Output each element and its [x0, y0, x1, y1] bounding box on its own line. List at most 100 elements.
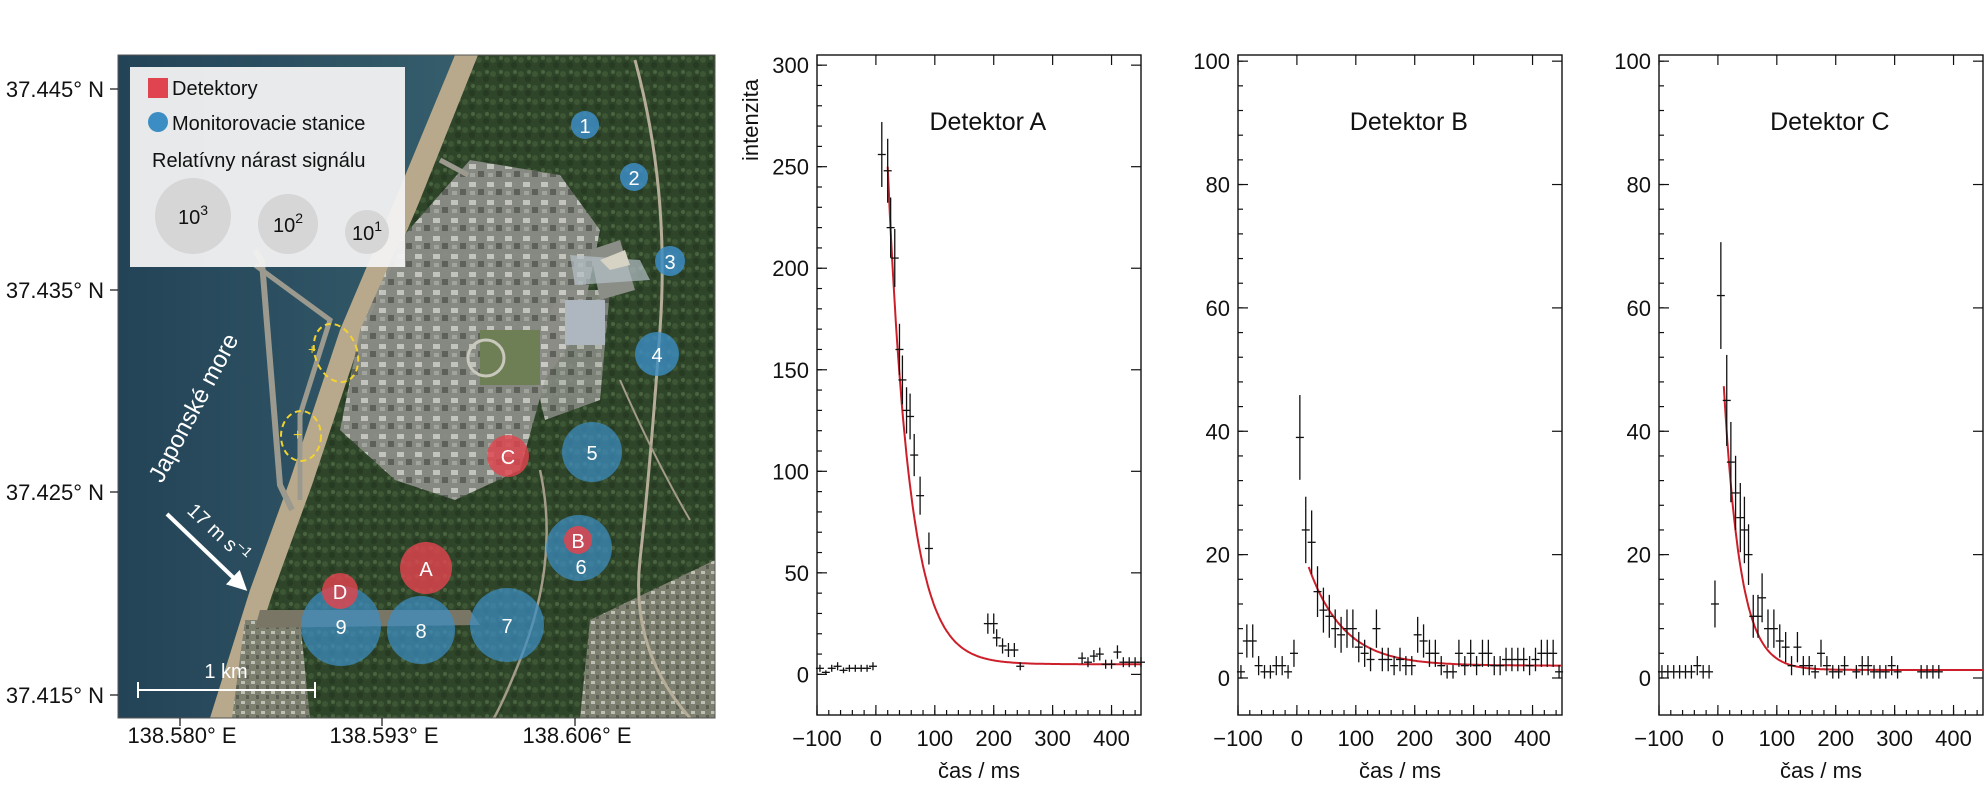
- y-tick-label: 100: [772, 459, 809, 484]
- data-point: [1384, 647, 1393, 672]
- station-label: 2: [628, 168, 639, 190]
- satellite-image: + +: [118, 55, 715, 718]
- data-point: [1295, 395, 1304, 480]
- detector-label: C: [501, 447, 515, 469]
- data-point: [1337, 616, 1346, 653]
- data-point: [1864, 656, 1873, 676]
- station-label: 5: [586, 443, 597, 465]
- data-point: [1107, 659, 1116, 669]
- x-tick-label: 100: [1758, 726, 1795, 751]
- data-point: [1089, 650, 1098, 663]
- data-point: [924, 532, 933, 565]
- data-point: [1740, 496, 1749, 564]
- data-point: [902, 387, 911, 434]
- data-point: [1016, 662, 1025, 671]
- y-tick-label: 0: [1639, 666, 1651, 691]
- data-point: [1525, 656, 1534, 676]
- data-point: [1834, 665, 1843, 679]
- data-point: [1372, 609, 1381, 648]
- x-tick-label: 400: [1514, 726, 1551, 751]
- x-tick-label: −100: [792, 726, 842, 751]
- data-point: [1010, 642, 1019, 658]
- data-point: [1325, 594, 1334, 638]
- detector-label: A: [419, 559, 433, 581]
- lon-label: 138.580° E: [127, 723, 236, 748]
- data-point: [1484, 639, 1493, 667]
- data-point: [1687, 665, 1696, 679]
- data-point: [1549, 639, 1558, 667]
- data-point: [821, 670, 830, 675]
- svg-text:+: +: [293, 427, 302, 444]
- data-point: [1787, 656, 1796, 676]
- data-point: [1266, 665, 1275, 679]
- lat-label: 37.435° N: [6, 278, 104, 303]
- x-tick-label: −100: [1213, 726, 1263, 751]
- data-point: [1744, 524, 1753, 585]
- station-label: 3: [664, 252, 675, 274]
- data-point: [1437, 656, 1446, 676]
- svg-text:+: +: [308, 341, 316, 357]
- data-point: [1893, 665, 1902, 679]
- detector-label: B: [571, 531, 584, 553]
- data-point: [1431, 639, 1440, 667]
- data-point: [1822, 656, 1831, 676]
- data-point: [868, 662, 877, 671]
- data-point: [863, 664, 872, 672]
- latitude-axis: 37.445° N 37.435° N 37.425° N 37.415° N: [6, 77, 118, 708]
- x-tick-label: 100: [1337, 726, 1374, 751]
- lat-label: 37.445° N: [6, 77, 104, 102]
- data-point: [1881, 665, 1890, 679]
- data-point: [1396, 647, 1404, 672]
- size-circle-large: [155, 178, 231, 254]
- data-point: [1716, 242, 1725, 349]
- x-axis-label: čas / ms: [1780, 758, 1862, 783]
- y-tick-label: 80: [1627, 173, 1651, 198]
- x-tick-label: 300: [1034, 726, 1071, 751]
- data-point: [1137, 657, 1145, 668]
- data-point: [839, 667, 848, 674]
- y-tick-label: 20: [1627, 543, 1651, 568]
- y-tick-label: 20: [1206, 543, 1230, 568]
- y-tick-label: 150: [772, 358, 809, 383]
- chart-title: Detektor C: [1770, 108, 1889, 136]
- data-point: [1934, 665, 1943, 679]
- y-tick-label: 100: [1614, 49, 1651, 74]
- data-point: [1753, 594, 1762, 638]
- map-panel: + + 1 2 3 4 5 6 7 8 9 A: [6, 54, 716, 748]
- station-label: 4: [651, 345, 662, 367]
- y-tick-label: 0: [797, 662, 809, 687]
- station-swatch: [148, 112, 168, 132]
- data-point: [1248, 624, 1257, 658]
- scale-label: 1 km: [204, 661, 247, 683]
- x-tick-label: 400: [1935, 726, 1972, 751]
- data-point: [1466, 639, 1475, 667]
- data-point: [1472, 656, 1481, 676]
- data-point: [989, 613, 998, 634]
- y-tick-label: 300: [772, 53, 809, 78]
- data-point: [1354, 631, 1363, 663]
- data-point: [1289, 639, 1298, 667]
- x-tick-label: 100: [916, 726, 953, 751]
- data-point: [877, 122, 886, 187]
- data-point: [1331, 609, 1340, 648]
- size-label-small: 101: [352, 218, 382, 245]
- detector-label: D: [333, 582, 347, 604]
- chart-panel-2: −100 0 100 200 300 400 0 20 40 60 80 100 čas / ms Det…: [1193, 49, 1564, 783]
- y-tick-label: 60: [1627, 296, 1651, 321]
- data-point: [1726, 421, 1735, 503]
- fit-curve: [1722, 386, 1983, 671]
- data-point: [1705, 665, 1714, 679]
- y-tick-label: 80: [1206, 173, 1230, 198]
- data-point: [1769, 609, 1778, 648]
- x-tick-label: −100: [1634, 726, 1684, 751]
- data-point: [1307, 510, 1316, 575]
- plot-frame: [1658, 54, 1984, 716]
- station-label: 9: [335, 617, 346, 639]
- chart-title: Detektor A: [929, 108, 1046, 136]
- y-tick-label: 40: [1206, 419, 1230, 444]
- lat-label: 37.415° N: [6, 683, 104, 708]
- x-tick-label: 0: [1712, 726, 1724, 751]
- detector-swatch: [148, 78, 168, 98]
- chart-panel-1: −100 0 100 200 300 400 0 50 100 150 200 250 300 čas /…: [738, 53, 1145, 783]
- data-point: [1817, 639, 1825, 667]
